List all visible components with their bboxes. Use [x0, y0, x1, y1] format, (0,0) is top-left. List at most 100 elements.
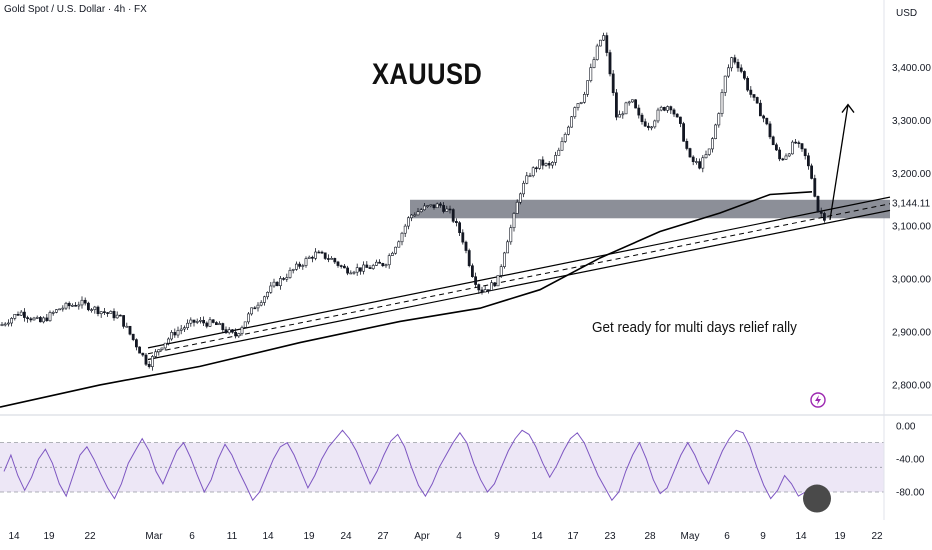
channel-upper-line	[147, 196, 891, 349]
candle-body	[445, 208, 449, 212]
candle-body	[310, 256, 314, 259]
candle-body	[480, 289, 484, 293]
candle-body	[285, 277, 289, 280]
rsi-panel	[0, 429, 884, 513]
candle-body	[90, 309, 94, 311]
candle-body	[797, 142, 801, 144]
candle-body	[74, 304, 78, 307]
currency-label[interactable]: USD	[896, 8, 918, 19]
price-tick-label: 3,200.00	[892, 169, 931, 180]
channel-mid-line	[147, 203, 891, 355]
candle-body	[528, 175, 532, 178]
candle-body	[675, 113, 679, 118]
candle-body	[183, 327, 186, 330]
candle-body	[602, 35, 606, 41]
candle-body	[666, 106, 670, 111]
time-tick-label: Mar	[145, 531, 163, 542]
rsi-tick-label: -80.00	[896, 487, 925, 498]
candle-body	[22, 311, 26, 318]
candle-body	[643, 121, 647, 127]
candle-body	[87, 302, 90, 311]
candle-body	[499, 266, 503, 276]
price-tick-label: 3,000.00	[892, 275, 931, 286]
candle-body	[371, 265, 375, 269]
candle-body	[19, 311, 23, 316]
candle-body	[119, 314, 122, 317]
candle-body	[115, 314, 119, 319]
candle-body	[589, 67, 593, 81]
candle-body	[458, 222, 462, 233]
time-tick-label: Apr	[414, 531, 430, 542]
candle-body	[58, 308, 62, 311]
rsi-marker	[803, 484, 831, 513]
candle-body	[186, 322, 190, 328]
time-tick-label: 6	[189, 531, 195, 542]
candle-body	[234, 331, 238, 337]
time-tick-label: 6	[724, 531, 730, 542]
price-tick-label: 3,300.00	[892, 116, 931, 127]
time-tick-label: 28	[644, 531, 656, 542]
candle-body	[698, 161, 702, 169]
candle-body	[163, 342, 167, 349]
candle-body	[778, 149, 782, 160]
channel-lower-line	[147, 209, 891, 361]
candle-body	[109, 311, 113, 314]
candle-body	[64, 302, 68, 309]
candle-body	[144, 354, 148, 365]
candle-body	[557, 149, 561, 156]
candle-body	[573, 107, 577, 118]
candle-body	[346, 267, 350, 274]
projection-arrow	[829, 104, 849, 220]
candle-body	[83, 299, 87, 304]
candle-body	[554, 155, 558, 163]
candle-body	[390, 252, 394, 256]
time-tick-label: 23	[604, 531, 616, 542]
candle-body	[688, 148, 692, 158]
candle-body	[339, 265, 343, 267]
candle-body	[106, 312, 110, 314]
candle-body	[262, 296, 266, 303]
candle-body	[486, 289, 490, 291]
candle-body	[170, 332, 174, 340]
candle-body	[717, 113, 721, 126]
candle-body	[422, 205, 426, 211]
time-tick-label: 19	[303, 531, 315, 542]
candle-body	[435, 203, 439, 209]
price-axis: 2,800.00 2,900.00 3,000.00 3,100.00 3,200.00…	[892, 63, 931, 391]
candle-body	[141, 352, 145, 356]
candle-body	[803, 148, 807, 157]
candle-body	[618, 114, 622, 118]
candle-body	[29, 318, 33, 321]
candle-body	[384, 264, 388, 267]
candle-body	[211, 319, 215, 323]
candle-body	[451, 209, 455, 222]
candle-body	[231, 329, 234, 333]
candle-body	[467, 250, 471, 267]
candles	[0, 32, 826, 371]
candle-body	[122, 315, 126, 327]
candle-body	[42, 317, 46, 323]
price-tick-label: 2,900.00	[892, 328, 931, 339]
candle-body	[496, 275, 500, 287]
candle-body	[592, 59, 596, 68]
candle-body	[595, 45, 599, 60]
candle-body	[247, 313, 250, 323]
candle-body	[96, 306, 100, 315]
candle-body	[288, 270, 292, 278]
candle-body	[419, 209, 423, 213]
candle-body	[301, 265, 305, 267]
time-tick-label: 14	[262, 531, 274, 542]
candle-body	[291, 269, 295, 271]
candle-body	[586, 80, 590, 95]
candle-body	[659, 106, 663, 111]
candle-body	[397, 241, 401, 248]
candle-body	[653, 120, 657, 128]
candle-body	[378, 261, 382, 264]
candle-body	[266, 291, 270, 298]
candle-body	[576, 103, 580, 108]
candle-body	[0, 324, 4, 326]
candle-body	[806, 155, 810, 167]
candle-body	[624, 102, 628, 115]
candle-body	[307, 256, 311, 259]
candle-body	[240, 327, 244, 334]
